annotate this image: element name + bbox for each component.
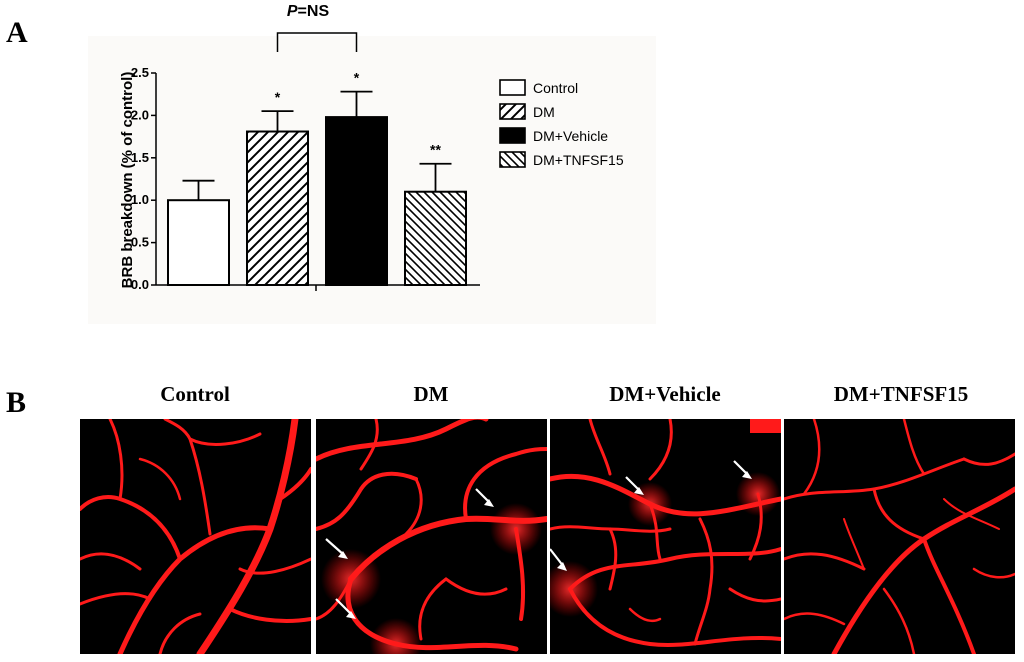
y-tick-label: 0.5 — [131, 235, 149, 250]
significance-marker: * — [275, 89, 281, 105]
bar-control — [167, 199, 230, 286]
panel-b-title-control: Control — [160, 382, 230, 406]
y-axis-label: BRB breakdown (% of control) — [119, 72, 136, 289]
bar-chart: 0.00.51.01.52.02.5 **** ControlDMDM+Vehi… — [119, 3, 624, 292]
panel-b-title-dm: DM — [413, 382, 449, 406]
legend-label: DM+TNFSF15 — [533, 152, 624, 168]
y-tick-label: 2.0 — [131, 107, 149, 122]
bracket-label-rest: =NS — [298, 3, 330, 20]
micrograph-control — [80, 419, 311, 654]
legend-label: Control — [533, 80, 578, 96]
bar-dm-tnfsf15 — [404, 190, 467, 286]
panel-b-title-dm-vehicle: DM+Vehicle — [609, 382, 721, 406]
significance-marker: ** — [430, 142, 441, 158]
micrograph-dm-tnfsf15 — [784, 419, 1015, 654]
legend-label: DM+Vehicle — [533, 128, 608, 144]
panel-label-b: B — [6, 386, 27, 419]
legend-label: DM — [533, 104, 555, 120]
arrows — [325, 488, 494, 619]
legend-swatch — [499, 103, 526, 120]
bar-dm — [246, 130, 309, 286]
significance-marker: * — [354, 70, 360, 86]
bracket-label-italic: P — [287, 3, 298, 20]
y-tick-label: 1.0 — [131, 192, 149, 207]
legend-swatch — [499, 127, 526, 144]
micrograph-dm — [316, 419, 547, 654]
legend-swatch — [499, 79, 526, 96]
significance-bracket — [276, 32, 358, 52]
y-tick-label: 0.0 — [131, 277, 149, 292]
panel-label-a: A — [6, 16, 28, 49]
y-tick-label: 1.5 — [131, 150, 149, 165]
arrows — [550, 460, 752, 571]
micrograph-dm-vehicle — [550, 419, 781, 654]
significance-bracket-label: P=NS — [287, 3, 330, 20]
y-tick-label: 2.5 — [131, 65, 149, 80]
bar-dm-vehicle — [325, 116, 388, 287]
legend-swatch — [499, 151, 526, 168]
panel-b-title-dm-tnfsf15: DM+TNFSF15 — [833, 382, 969, 406]
